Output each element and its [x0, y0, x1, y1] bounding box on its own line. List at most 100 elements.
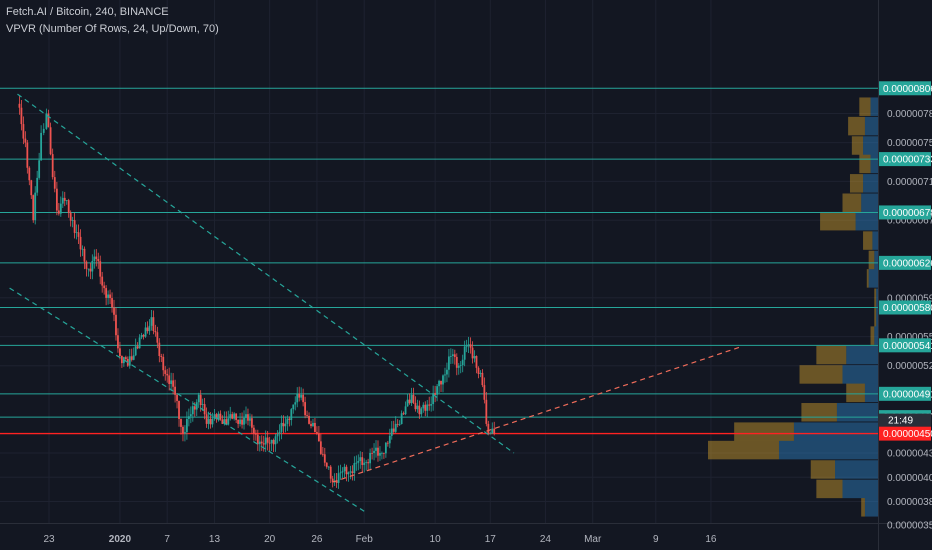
candle-body — [365, 462, 368, 463]
candle-body — [455, 356, 458, 368]
candle-body — [203, 404, 206, 415]
candle-body — [432, 393, 435, 405]
candle-body — [412, 394, 415, 403]
volume-bar-up — [870, 154, 878, 174]
volume-bar-down — [816, 345, 847, 365]
candle-body — [162, 356, 165, 371]
candle-body — [272, 439, 275, 445]
candle-body — [300, 394, 303, 398]
candle-body — [146, 327, 149, 332]
candle-body — [201, 404, 204, 406]
trendline-channel-lower — [9, 287, 365, 512]
candle-body — [57, 210, 60, 214]
volume-bar-down — [816, 479, 843, 499]
candle-body — [89, 268, 92, 272]
volume-bar-up — [842, 479, 878, 499]
candle-body — [440, 380, 442, 385]
candle-body — [383, 452, 385, 454]
volume-profile — [708, 97, 878, 517]
candle-body — [457, 365, 460, 368]
candle-body — [284, 423, 287, 427]
level-price-label: 0.00000491 — [883, 389, 932, 400]
candle-body — [410, 394, 413, 404]
candle-body — [404, 406, 407, 415]
volume-bar-down — [849, 174, 864, 193]
candle-body — [205, 414, 208, 424]
indicator-legend: VPVR (Number Of Rows, 24, Up/Down, 70) — [6, 23, 219, 35]
symbol-title: Fetch.AI / Bitcoin, 240, BINANCE — [6, 6, 169, 18]
candle-body — [434, 393, 437, 395]
candle-body — [286, 418, 289, 424]
price-badges: 0.00000806 0.00000733 0.00000678 0.00000626… — [879, 81, 932, 441]
candle-body — [99, 261, 102, 277]
candle-body — [215, 414, 218, 420]
candle-body — [471, 347, 474, 359]
candle-body — [174, 386, 176, 395]
candle-body — [345, 466, 348, 475]
candle-body — [290, 409, 293, 421]
candle-body — [349, 471, 352, 473]
x-tick-label: 9 — [653, 534, 659, 545]
candle-body — [170, 380, 173, 384]
candle-body — [120, 356, 123, 364]
volume-bar-down — [874, 307, 877, 327]
candle-body — [353, 463, 356, 474]
candle-body — [223, 419, 226, 424]
candle-body — [105, 288, 108, 298]
x-tick-label: 17 — [485, 534, 497, 545]
candle-body — [363, 462, 366, 465]
candle-body — [101, 276, 104, 286]
volume-bar-up — [836, 403, 878, 422]
volume-bar-up — [874, 326, 878, 345]
candle-body — [316, 432, 318, 434]
candle-body — [97, 259, 100, 262]
volume-bar-down — [851, 136, 864, 155]
candle-body — [209, 418, 212, 425]
candle-body — [67, 200, 70, 213]
volume-bar-up — [793, 422, 878, 441]
candle-body — [197, 394, 200, 403]
candle-body — [30, 180, 33, 196]
candle-body — [448, 356, 450, 370]
candle-body — [288, 418, 291, 421]
candle-body — [414, 402, 417, 410]
volume-bar-up — [778, 440, 878, 460]
volume-bar-up — [846, 345, 878, 365]
volume-bar-up — [876, 307, 878, 327]
candle-body — [292, 404, 295, 410]
candle-body — [384, 442, 387, 454]
volume-bar-down — [820, 211, 856, 231]
volume-bar-up — [863, 174, 878, 193]
candle-body — [406, 399, 409, 407]
candle-body — [388, 435, 391, 444]
volume-bar-up — [870, 97, 878, 116]
candle-body — [75, 232, 78, 234]
candle-body — [49, 127, 52, 155]
candle-body — [227, 418, 230, 425]
candle-body — [211, 418, 214, 425]
candle-body — [420, 408, 423, 415]
volume-bar-down — [868, 250, 875, 270]
candle-body — [469, 344, 472, 348]
candle-body — [424, 404, 427, 411]
x-tick-label: 26 — [311, 534, 323, 545]
candle-body — [463, 346, 466, 360]
volume-bar-up — [855, 211, 878, 231]
volume-bar-down — [846, 383, 865, 403]
volume-bar-down — [708, 440, 779, 460]
candle-body — [34, 192, 37, 221]
current-price-label: 0.00000450 — [883, 429, 932, 440]
candle-body — [42, 128, 45, 133]
volume-bar-up — [864, 116, 878, 136]
candle-body — [176, 394, 178, 401]
candle-body — [115, 314, 117, 336]
candle-body — [296, 393, 299, 403]
candle-body — [150, 317, 153, 326]
x-tick-label: 2020 — [109, 534, 132, 545]
volume-bar-down — [801, 403, 837, 422]
